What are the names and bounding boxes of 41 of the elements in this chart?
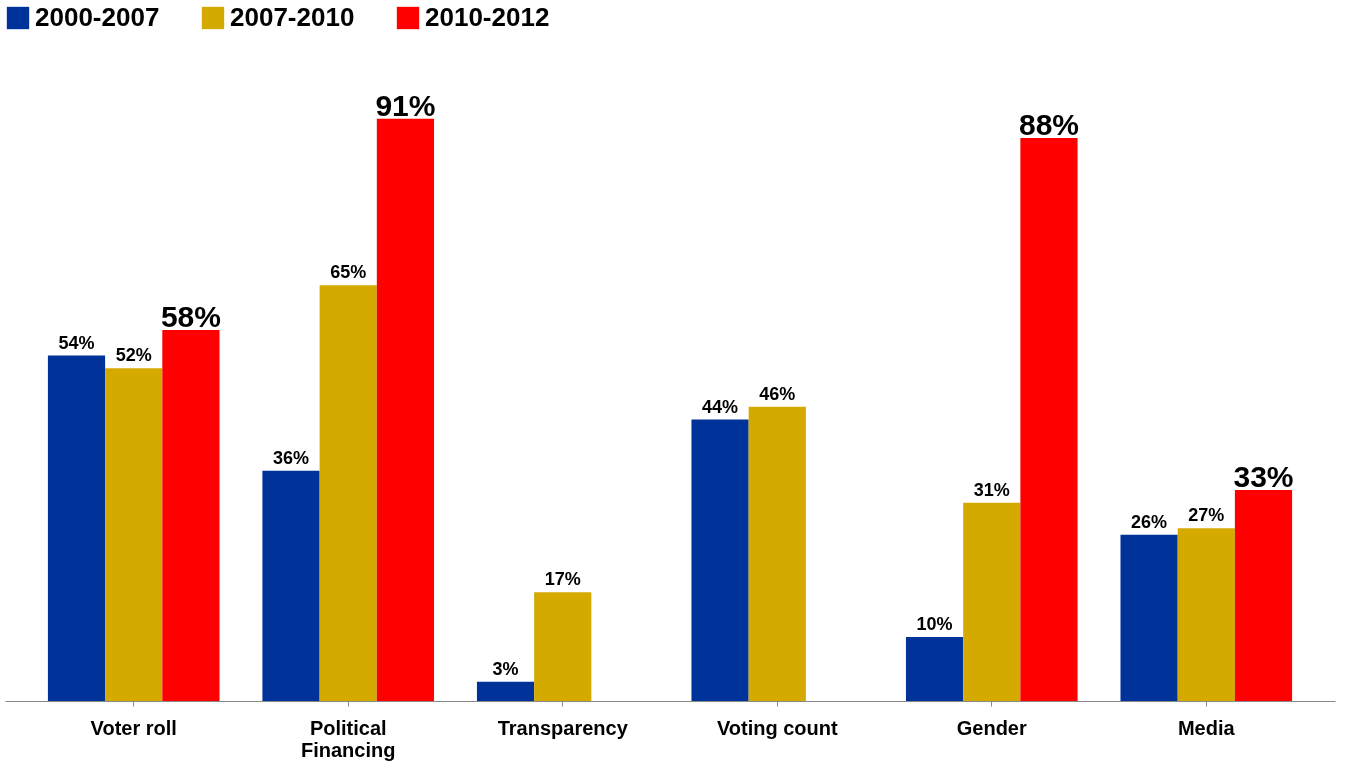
data-label: 58%	[160, 299, 221, 333]
bar	[963, 502, 1021, 701]
bar	[534, 592, 592, 701]
data-label: 10%	[916, 614, 953, 635]
bar	[748, 406, 806, 701]
bar	[105, 368, 163, 701]
bar	[1020, 138, 1078, 701]
legend-label: 2007-2010	[230, 2, 355, 32]
data-label: 36%	[273, 447, 310, 468]
legend-label: 2010-2012	[425, 2, 550, 32]
bar	[476, 681, 535, 701]
bar	[1120, 534, 1178, 701]
data-label: 44%	[702, 396, 739, 417]
bar	[47, 355, 106, 701]
data-label: 33%	[1233, 459, 1294, 493]
x-tick-label: Media	[1177, 716, 1236, 739]
bar	[1177, 528, 1235, 701]
data-label: 17%	[544, 569, 581, 590]
bar	[1234, 489, 1293, 701]
data-label: 88%	[1018, 108, 1079, 142]
data-label: 65%	[330, 262, 367, 283]
x-tick-label: Political Financing	[301, 716, 396, 761]
x-tick-label: Voting count	[716, 716, 838, 739]
x-tick-label: Gender	[956, 716, 1027, 739]
x-tick-label: Transparency	[497, 716, 629, 739]
bar	[262, 470, 320, 701]
x-tick-label: Voter roll	[90, 716, 177, 739]
data-label: 91%	[375, 88, 436, 122]
data-label: 31%	[973, 479, 1010, 500]
bar	[376, 118, 435, 701]
data-label: 54%	[58, 332, 95, 353]
bar	[162, 329, 220, 701]
data-label: 27%	[1188, 505, 1225, 526]
bar	[905, 637, 964, 701]
bar	[691, 419, 749, 701]
data-label: 3%	[492, 658, 519, 679]
bar	[319, 285, 377, 701]
data-label: 52%	[115, 345, 152, 366]
legend-label: 2000-2007	[35, 2, 160, 32]
data-label: 26%	[1131, 511, 1168, 532]
data-label: 46%	[759, 383, 796, 404]
